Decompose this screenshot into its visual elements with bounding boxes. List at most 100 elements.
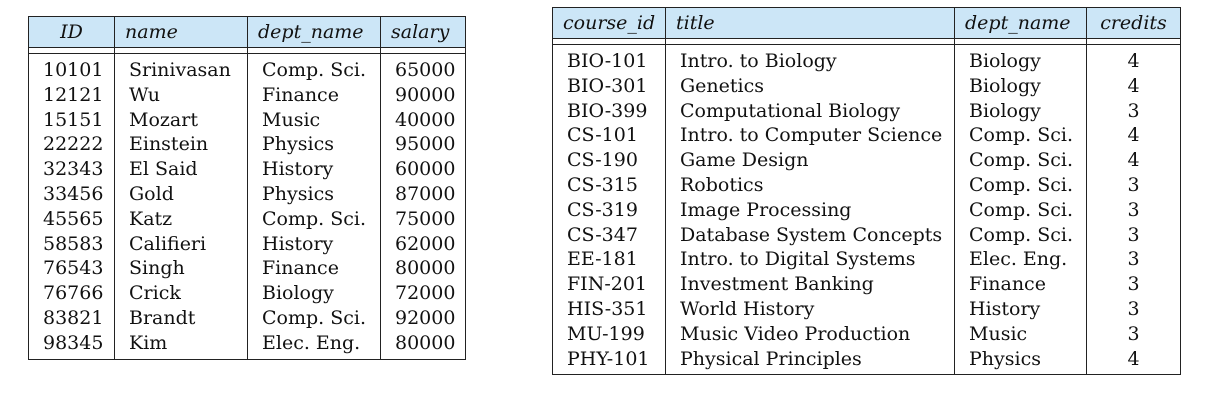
instructor-header-dept-name: dept_name	[247, 16, 381, 48]
cell-name: Srinivasan	[114, 53, 248, 83]
instructor-table: ID name dept_name salary 10101 Srinivasan…	[28, 16, 466, 360]
course-header-dept-name: dept_name	[954, 7, 1087, 39]
table-row: MU-199 Music Video Production Music 3	[552, 321, 1181, 347]
cell-name: Mozart	[114, 107, 248, 133]
table-row: 45565 Katz Comp. Sci. 75000	[28, 206, 466, 232]
cell-salary: 40000	[395, 108, 456, 131]
course-header-credits: credits	[1086, 7, 1181, 39]
cell-title: Intro. to Computer Science	[665, 123, 955, 149]
course-header-separator	[552, 38, 1181, 45]
cell-course-id: EE-181	[552, 247, 666, 273]
cell-title: Image Processing	[665, 197, 955, 223]
cell-dept-name: Comp. Sci.	[954, 148, 1087, 173]
cell-dept-name: Elec. Eng.	[954, 247, 1087, 273]
course-table: course_id title dept_name credits BIO-10…	[552, 7, 1181, 376]
cell-title: World History	[665, 296, 955, 322]
cell-name: Brandt	[114, 305, 248, 331]
cell-name: Einstein	[114, 132, 248, 158]
cell-course-id: BIO-101	[552, 44, 666, 74]
cell-dept-name: Finance	[247, 82, 381, 108]
cell-salary: 90000	[395, 83, 456, 106]
cell-title: Robotics	[665, 172, 955, 198]
cell-credits: 3	[1127, 99, 1140, 122]
cell-name: Califieri	[114, 231, 248, 257]
table-row: CS-319 Image Processing Comp. Sci. 3	[552, 197, 1181, 223]
cell-id: 76766	[28, 281, 115, 306]
cell-credits: 3	[1127, 223, 1140, 246]
cell-course-id: CS-347	[552, 222, 666, 248]
cell-id: 10101	[28, 53, 115, 83]
cell-id: 58583	[28, 231, 115, 257]
table-row: 15151 Mozart Music 40000	[28, 107, 466, 133]
cell-dept-name: Comp. Sci.	[247, 206, 381, 232]
cell-salary: 72000	[395, 282, 456, 305]
cell-course-id: CS-190	[552, 148, 666, 173]
cell-dept-name: Finance	[247, 256, 381, 282]
cell-dept-name: Comp. Sci.	[954, 222, 1087, 248]
cell-id: 22222	[28, 132, 115, 158]
cell-salary: 87000	[395, 182, 456, 205]
instructor-header-name: name	[114, 16, 248, 48]
course-body: BIO-101 Intro. to Biology Biology 4 BIO-301 G…	[552, 44, 1181, 375]
cell-dept-name: History	[954, 296, 1087, 322]
cell-credits: 3	[1127, 198, 1140, 221]
instructor-body: 10101 Srinivasan Comp. Sci. 65000 12121 Wu Fin…	[28, 53, 466, 360]
cell-credits: 4	[1127, 149, 1140, 172]
cell-id: 83821	[28, 305, 115, 331]
cell-dept-name: Music	[247, 107, 381, 133]
cell-salary: 80000	[395, 331, 456, 354]
table-row: BIO-399 Computational Biology Biology 3	[552, 98, 1181, 124]
cell-dept-name: Biology	[954, 73, 1087, 99]
cell-id: 76543	[28, 256, 115, 282]
cell-dept-name: History	[247, 231, 381, 257]
cell-title: Intro. to Digital Systems	[665, 247, 955, 273]
cell-name: Gold	[114, 181, 248, 207]
cell-name: El Said	[114, 157, 248, 182]
table-row: 98345 Kim Elec. Eng. 80000	[28, 330, 466, 360]
cell-course-id: CS-101	[552, 123, 666, 149]
cell-course-id: CS-319	[552, 197, 666, 223]
course-header-title: title	[665, 7, 955, 39]
cell-salary: 65000	[395, 59, 456, 81]
table-row: 22222 Einstein Physics 95000	[28, 132, 466, 158]
cell-dept-name: Comp. Sci.	[954, 172, 1087, 198]
table-row: 76543 Singh Finance 80000	[28, 256, 466, 282]
cell-dept-name: Biology	[954, 44, 1087, 74]
cell-salary: 92000	[395, 306, 456, 329]
cell-salary: 62000	[395, 232, 456, 255]
cell-id: 45565	[28, 206, 115, 232]
cell-id: 15151	[28, 107, 115, 133]
cell-dept-name: Physics	[954, 346, 1087, 375]
table-row: FIN-201 Investment Banking Finance 3	[552, 272, 1181, 297]
cell-dept-name: Biology	[954, 98, 1087, 124]
table-row: 10101 Srinivasan Comp. Sci. 65000	[28, 53, 466, 83]
cell-dept-name: Biology	[247, 281, 381, 306]
table-row: 58583 Califieri History 62000	[28, 231, 466, 257]
cell-id: 12121	[28, 82, 115, 108]
table-row: 76766 Crick Biology 72000	[28, 281, 466, 306]
instructor-header-row: ID name dept_name salary	[28, 16, 466, 48]
cell-title: Computational Biology	[665, 98, 955, 124]
cell-credits: 3	[1127, 322, 1140, 345]
instructor-header-separator	[28, 47, 466, 54]
cell-title: Music Video Production	[665, 321, 955, 347]
table-row: HIS-351 World History History 3	[552, 296, 1181, 322]
table-row: 32343 El Said History 60000	[28, 157, 466, 182]
cell-name: Katz	[114, 206, 248, 232]
cell-name: Kim	[114, 330, 248, 360]
instructor-header-id: ID	[28, 16, 115, 48]
cell-course-id: FIN-201	[552, 272, 666, 297]
table-row: BIO-301 Genetics Biology 4	[552, 73, 1181, 99]
cell-credits: 3	[1127, 297, 1140, 320]
cell-id: 33456	[28, 181, 115, 207]
course-header-course-id: course_id	[552, 7, 666, 39]
cell-title: Database System Concepts	[665, 222, 955, 248]
table-row: EE-181 Intro. to Digital Systems Elec. Eng…	[552, 247, 1181, 273]
cell-salary: 95000	[395, 133, 456, 156]
cell-dept-name: Comp. Sci.	[247, 53, 381, 83]
cell-course-id: BIO-301	[552, 73, 666, 99]
cell-salary: 75000	[395, 207, 456, 230]
cell-credits: 4	[1127, 124, 1140, 147]
table-row: CS-190 Game Design Comp. Sci. 4	[552, 148, 1181, 173]
cell-title: Physical Principles	[665, 346, 955, 375]
